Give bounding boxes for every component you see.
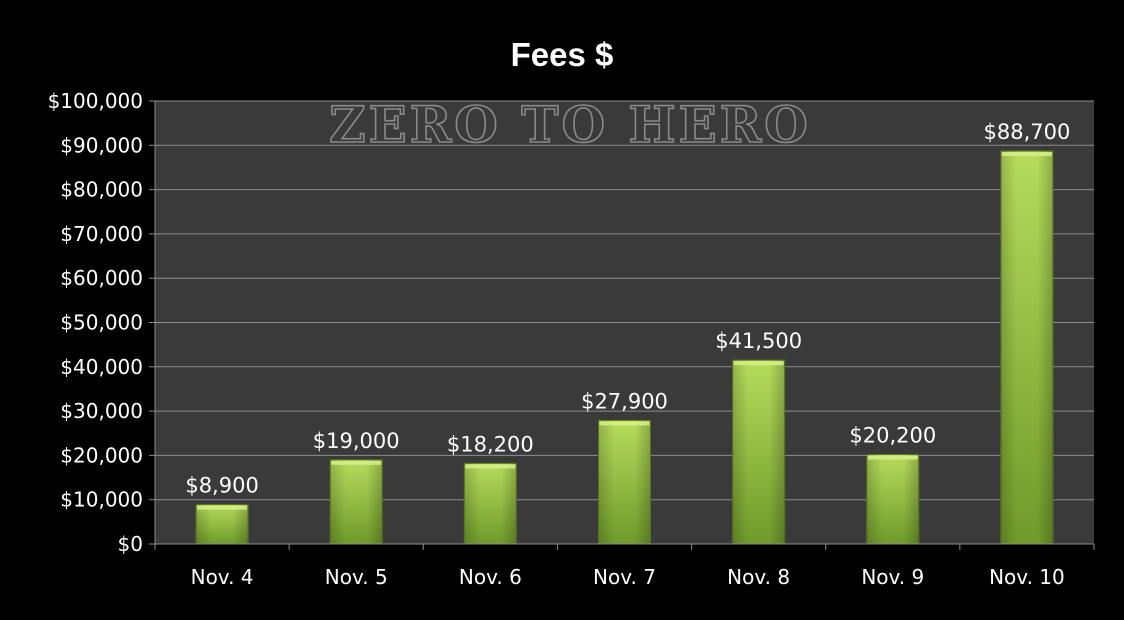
bar-shading: [598, 420, 651, 544]
y-tick-label: $10,000: [60, 488, 143, 512]
y-tick-label: $60,000: [60, 266, 143, 290]
bar-highlight: [465, 464, 516, 469]
data-label: $20,200: [849, 424, 936, 448]
bar-highlight: [867, 455, 918, 460]
bar-group: [598, 419, 651, 545]
bars: [195, 150, 1054, 545]
bar-highlight: [331, 460, 382, 465]
y-tick-label: $0: [118, 532, 143, 556]
bar-shading: [464, 463, 517, 544]
x-tick-label: Nov. 5: [325, 565, 388, 589]
bar-group: [1000, 150, 1054, 545]
data-label: $88,700: [984, 120, 1071, 144]
bar-shading: [196, 504, 249, 544]
bar-group: [463, 462, 517, 545]
x-tick-label: Nov. 4: [191, 565, 254, 589]
x-tick-label: Nov. 7: [593, 565, 656, 589]
y-tick-label: $80,000: [60, 178, 143, 202]
y-tick-label: $90,000: [60, 133, 143, 157]
y-tick-label: $20,000: [60, 443, 143, 467]
x-tick-label: Nov. 6: [459, 565, 522, 589]
bar-highlight: [197, 505, 248, 510]
y-tick-label: $50,000: [60, 311, 143, 335]
y-tick-label: $40,000: [60, 355, 143, 379]
data-label: $19,000: [313, 429, 400, 453]
data-label: $8,900: [185, 474, 258, 498]
x-axis-tick-labels: Nov. 4 Nov. 5 Nov. 6 Nov. 7 Nov. 8 Nov. 9 Nov.…: [191, 565, 1065, 589]
y-tick-label: $100,000: [48, 89, 143, 113]
data-label: $27,900: [581, 389, 668, 413]
bar-group: [732, 359, 786, 545]
x-tick-label: Nov. 8: [727, 565, 790, 589]
bar-shading: [330, 459, 383, 544]
bar-highlight: [733, 361, 784, 366]
chart-title: Fees $: [511, 36, 614, 73]
watermark-text: ZERO TO HERO: [329, 95, 811, 154]
bar-shading: [1000, 151, 1053, 544]
bar-highlight: [599, 421, 650, 426]
bar-group: [866, 454, 920, 545]
bar-shading: [732, 360, 785, 544]
data-labels: $8,900 $19,000 $18,200 $27,900 $41,500 $20,20…: [185, 120, 1070, 498]
bar-group: [329, 459, 383, 545]
bar-shading: [866, 454, 919, 544]
y-tick-label: $70,000: [60, 222, 143, 246]
x-tick-label: Nov. 10: [989, 565, 1065, 589]
y-axis-tick-labels: $0 $10,000 $20,000 $30,000 $40,000 $50,000 $60…: [48, 89, 143, 556]
bar-highlight: [1001, 152, 1052, 157]
axes: [154, 101, 1095, 550]
y-tick-label: $30,000: [60, 399, 143, 423]
data-label: $18,200: [447, 432, 534, 456]
data-label: $41,500: [715, 329, 802, 353]
bar-group: [195, 504, 249, 545]
x-tick-label: Nov. 9: [861, 565, 924, 589]
